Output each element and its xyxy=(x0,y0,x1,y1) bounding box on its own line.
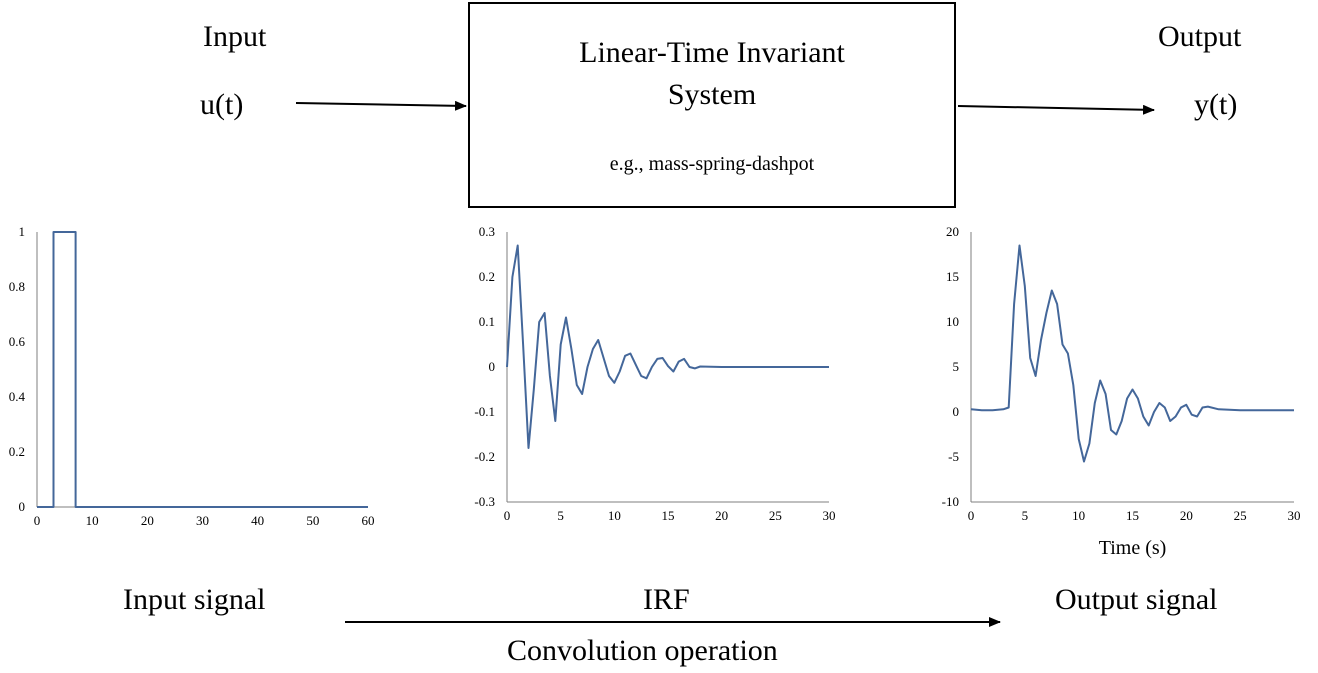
input-symbol: u(t) xyxy=(200,88,244,121)
output-signal-caption: Output signal xyxy=(1055,583,1218,616)
system-title-line2: System xyxy=(667,78,757,111)
y-tick-label: 10 xyxy=(946,314,959,329)
input-heading: Input xyxy=(203,20,267,53)
x-tick-label: 30 xyxy=(1288,508,1301,523)
lti-system-box: Linear-Time Invariant System e.g., mass-… xyxy=(468,2,956,208)
y-tick-label: 0 xyxy=(953,404,960,419)
y-tick-label: 0.1 xyxy=(479,314,495,329)
irf-caption: IRF xyxy=(643,583,690,616)
series-line xyxy=(506,244,829,449)
x-tick-label: 40 xyxy=(251,513,264,528)
input-arrow xyxy=(295,100,467,111)
y-tick-label: 0.2 xyxy=(9,444,25,459)
convolution-caption: Convolution operation xyxy=(507,634,778,667)
y-tick-label: 5 xyxy=(953,359,960,374)
x-tick-label: 10 xyxy=(608,508,621,523)
y-tick-label: 20 xyxy=(946,224,959,239)
y-tick-label: -0.1 xyxy=(474,404,495,419)
output-signal-chart: -10 -5 0 5 10 15 20 0 5 10 15 20 25 30 Time (s) xyxy=(942,224,1301,559)
x-tick-label: 10 xyxy=(86,513,99,528)
y-tick-label: 15 xyxy=(946,269,959,284)
y-tick-label: 0.6 xyxy=(9,334,26,349)
x-tick-label: 0 xyxy=(504,508,511,523)
y-tick-label: -5 xyxy=(948,449,959,464)
x-tick-label: 20 xyxy=(715,508,728,523)
x-tick-label: 30 xyxy=(823,508,836,523)
x-tick-label: 60 xyxy=(362,513,375,528)
y-tick-label: 1 xyxy=(19,224,26,239)
y-tick-label: 0.4 xyxy=(9,389,26,404)
y-tick-label: -0.2 xyxy=(474,449,495,464)
x-tick-label: 10 xyxy=(1072,508,1085,523)
y-tick-label: 0.8 xyxy=(9,279,25,294)
y-tick-label: 0 xyxy=(19,499,26,514)
input-signal-chart: 00.20.40.60.810 10 20 30 40 50 60 xyxy=(9,224,375,528)
y-tick-label: 0.3 xyxy=(479,224,495,239)
irf-chart: -0.3 -0.2 -0.1 0 0.1 0.2 0.3 0 5 10 15 20 25 30 xyxy=(474,224,835,523)
output-symbol: y(t) xyxy=(1194,88,1238,121)
x-tick-label: 15 xyxy=(662,508,675,523)
x-tick-label: 25 xyxy=(1234,508,1247,523)
x-axis-label: Time (s) xyxy=(1099,537,1167,559)
x-tick-label: 20 xyxy=(141,513,154,528)
x-tick-label: 5 xyxy=(557,508,564,523)
series-line xyxy=(37,231,368,508)
input-signal-caption: Input signal xyxy=(123,583,266,616)
x-tick-label: 0 xyxy=(34,513,41,528)
x-tick-label: 15 xyxy=(1126,508,1139,523)
x-tick-label: 0 xyxy=(968,508,975,523)
x-tick-label: 50 xyxy=(306,513,319,528)
y-tick-label: -0.3 xyxy=(474,494,495,509)
y-tick-label: -10 xyxy=(942,494,959,509)
system-title-line1: Linear-Time Invariant xyxy=(579,36,845,69)
series-line xyxy=(970,244,1294,463)
x-tick-label: 20 xyxy=(1180,508,1193,523)
x-tick-label: 25 xyxy=(769,508,782,523)
output-arrow xyxy=(957,104,1155,115)
y-tick-label: 0 xyxy=(489,359,496,374)
y-tick-label: 0.2 xyxy=(479,269,495,284)
output-heading: Output xyxy=(1158,20,1242,53)
system-example: e.g., mass-spring-dashpot xyxy=(609,153,815,175)
x-tick-label: 30 xyxy=(196,513,209,528)
x-tick-label: 5 xyxy=(1022,508,1029,523)
